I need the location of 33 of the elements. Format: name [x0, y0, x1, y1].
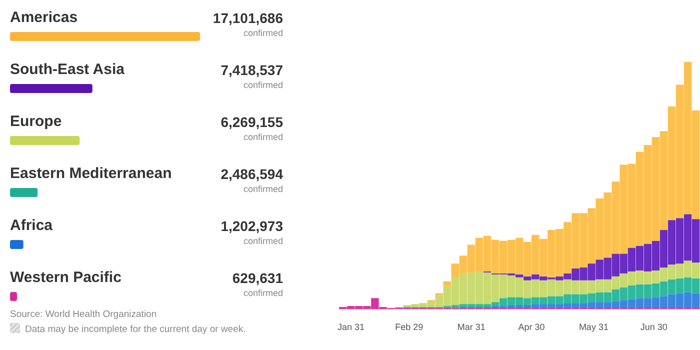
x-tick-label: May 31 — [578, 322, 608, 332]
bar — [10, 136, 80, 145]
text: Data may be incomplete for the current day or week. — [25, 324, 246, 335]
x-tick-label: Jun 30 — [640, 322, 668, 332]
data-label: 1,202,973 — [220, 218, 284, 234]
source-note: Source: World Health Organization — [10, 309, 157, 320]
x-tick-label: Mar 31 — [457, 322, 486, 332]
y-tick-label: Americas — [10, 9, 78, 26]
bar — [443, 281, 452, 286]
y-tick-label: Eastern Mediterranean — [10, 165, 172, 182]
bar — [10, 240, 24, 249]
bar — [10, 84, 92, 93]
y-tick-label: Africa — [10, 217, 54, 234]
text: confirmed — [243, 28, 283, 38]
bar — [10, 32, 200, 41]
y-tick-label: South-East Asia — [10, 61, 126, 78]
data-label: 6,269,155 — [220, 114, 284, 130]
text: confirmed — [243, 80, 283, 90]
y-tick-label: Western Pacific — [10, 269, 122, 286]
x-tick-label: Jan 31 — [338, 322, 365, 332]
y-tick-label: Europe — [10, 113, 62, 130]
x-tick-label: Feb 29 — [395, 322, 424, 332]
data-label: 629,631 — [232, 270, 284, 286]
text: confirmed — [243, 132, 283, 142]
data-label: 2,486,594 — [220, 166, 284, 182]
data-label: 7,418,537 — [220, 62, 284, 78]
text: confirmed — [243, 236, 283, 246]
data-label: 17,101,686 — [212, 10, 284, 26]
text: confirmed — [243, 288, 283, 298]
x-tick-label: Apr 30 — [518, 322, 545, 332]
text: confirmed — [243, 184, 283, 194]
bar — [10, 292, 17, 301]
bar — [10, 188, 38, 197]
